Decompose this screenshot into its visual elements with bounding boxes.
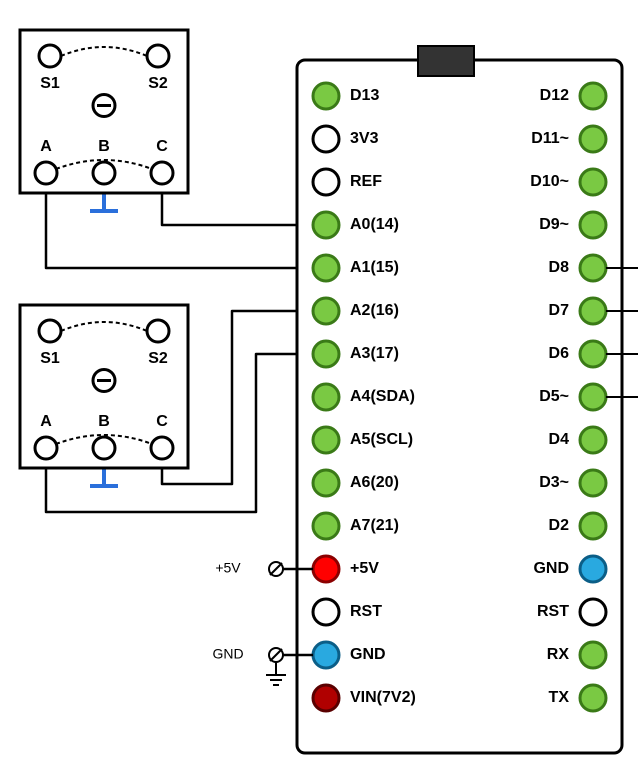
- pin-right-7: [580, 384, 606, 410]
- pin-right-12: [580, 599, 606, 625]
- pin-right-label-1: D11~: [531, 130, 569, 147]
- label-b: B: [98, 138, 110, 155]
- pin-left-label-3: A0(14): [350, 216, 399, 233]
- label-c: C: [156, 138, 168, 155]
- label-s2: S2: [148, 75, 168, 92]
- switch-box-1: S1 S2 A B C: [20, 30, 188, 193]
- pin-left-3: [313, 212, 339, 238]
- pin-right-11: [580, 556, 606, 582]
- pin-right-8: [580, 427, 606, 453]
- pin-right-3: [580, 212, 606, 238]
- pin-right-label-7: D5~: [539, 388, 569, 405]
- pin-left-6: [313, 341, 339, 367]
- pin-left-label-8: A5(SCL): [350, 431, 413, 448]
- pin-left-13: [313, 642, 339, 668]
- pin-left-5: [313, 298, 339, 324]
- label-s2: S2: [148, 350, 168, 367]
- pin-left-12: [313, 599, 339, 625]
- label-gnd: GND: [212, 646, 243, 662]
- pin-right-4: [580, 255, 606, 281]
- pin-left-0: [313, 83, 339, 109]
- pin-left-label-5: A2(16): [350, 302, 399, 319]
- pin-left-label-1: 3V3: [350, 130, 379, 147]
- pin-right-label-12: RST: [537, 603, 569, 620]
- label-s1: S1: [40, 75, 60, 92]
- pin-right-9: [580, 470, 606, 496]
- label-a: A: [40, 138, 52, 155]
- pin-right-label-13: RX: [547, 646, 570, 663]
- pin-left-7: [313, 384, 339, 410]
- label-a: A: [40, 413, 52, 430]
- pin-right-14: [580, 685, 606, 711]
- pin-left-2: [313, 169, 339, 195]
- label-plus5v: +5V: [215, 560, 241, 576]
- pin-right-label-6: D6: [549, 345, 570, 362]
- pin-right-10: [580, 513, 606, 539]
- pin-right-6: [580, 341, 606, 367]
- pin-right-label-5: D7: [549, 302, 570, 319]
- pin-right-label-9: D3~: [539, 474, 569, 491]
- pin-right-label-11: GND: [533, 560, 569, 577]
- pin-left-label-10: A7(21): [350, 517, 399, 534]
- pin-right-label-10: D2: [549, 517, 570, 534]
- chip: [418, 46, 474, 76]
- pin-left-label-9: A6(20): [350, 474, 399, 491]
- pin-left-10: [313, 513, 339, 539]
- pin-left-label-2: REF: [350, 173, 382, 190]
- pin-left-label-4: A1(15): [350, 259, 399, 276]
- pin-right-label-3: D9~: [539, 216, 569, 233]
- pin-right-label-4: D8: [549, 259, 570, 276]
- switch-box-2: S1 S2 A B C: [20, 305, 188, 468]
- pin-left-label-13: GND: [350, 646, 386, 663]
- pin-right-0: [580, 83, 606, 109]
- pin-left-11: [313, 556, 339, 582]
- pin-right-label-8: D4: [549, 431, 570, 448]
- label-b: B: [98, 413, 110, 430]
- pin-right-13: [580, 642, 606, 668]
- pin-right-2: [580, 169, 606, 195]
- pin-left-label-7: A4(SDA): [350, 388, 415, 405]
- pin-left-label-14: VIN(7V2): [350, 689, 416, 706]
- pin-right-label-14: TX: [549, 689, 570, 706]
- pin-left-1: [313, 126, 339, 152]
- pin-left-4: [313, 255, 339, 281]
- pin-right-5: [580, 298, 606, 324]
- pin-left-9: [313, 470, 339, 496]
- pin-left-label-0: D13: [350, 87, 379, 104]
- label-s1: S1: [40, 350, 60, 367]
- pin-left-label-12: RST: [350, 603, 382, 620]
- pin-right-label-2: D10~: [530, 173, 569, 190]
- pin-right-label-0: D12: [540, 87, 569, 104]
- mcu-board: [297, 60, 622, 753]
- pin-right-1: [580, 126, 606, 152]
- pin-left-14: [313, 685, 339, 711]
- pin-left-8: [313, 427, 339, 453]
- pin-left-label-6: A3(17): [350, 345, 399, 362]
- pin-left-label-11: +5V: [350, 560, 379, 577]
- label-c: C: [156, 413, 168, 430]
